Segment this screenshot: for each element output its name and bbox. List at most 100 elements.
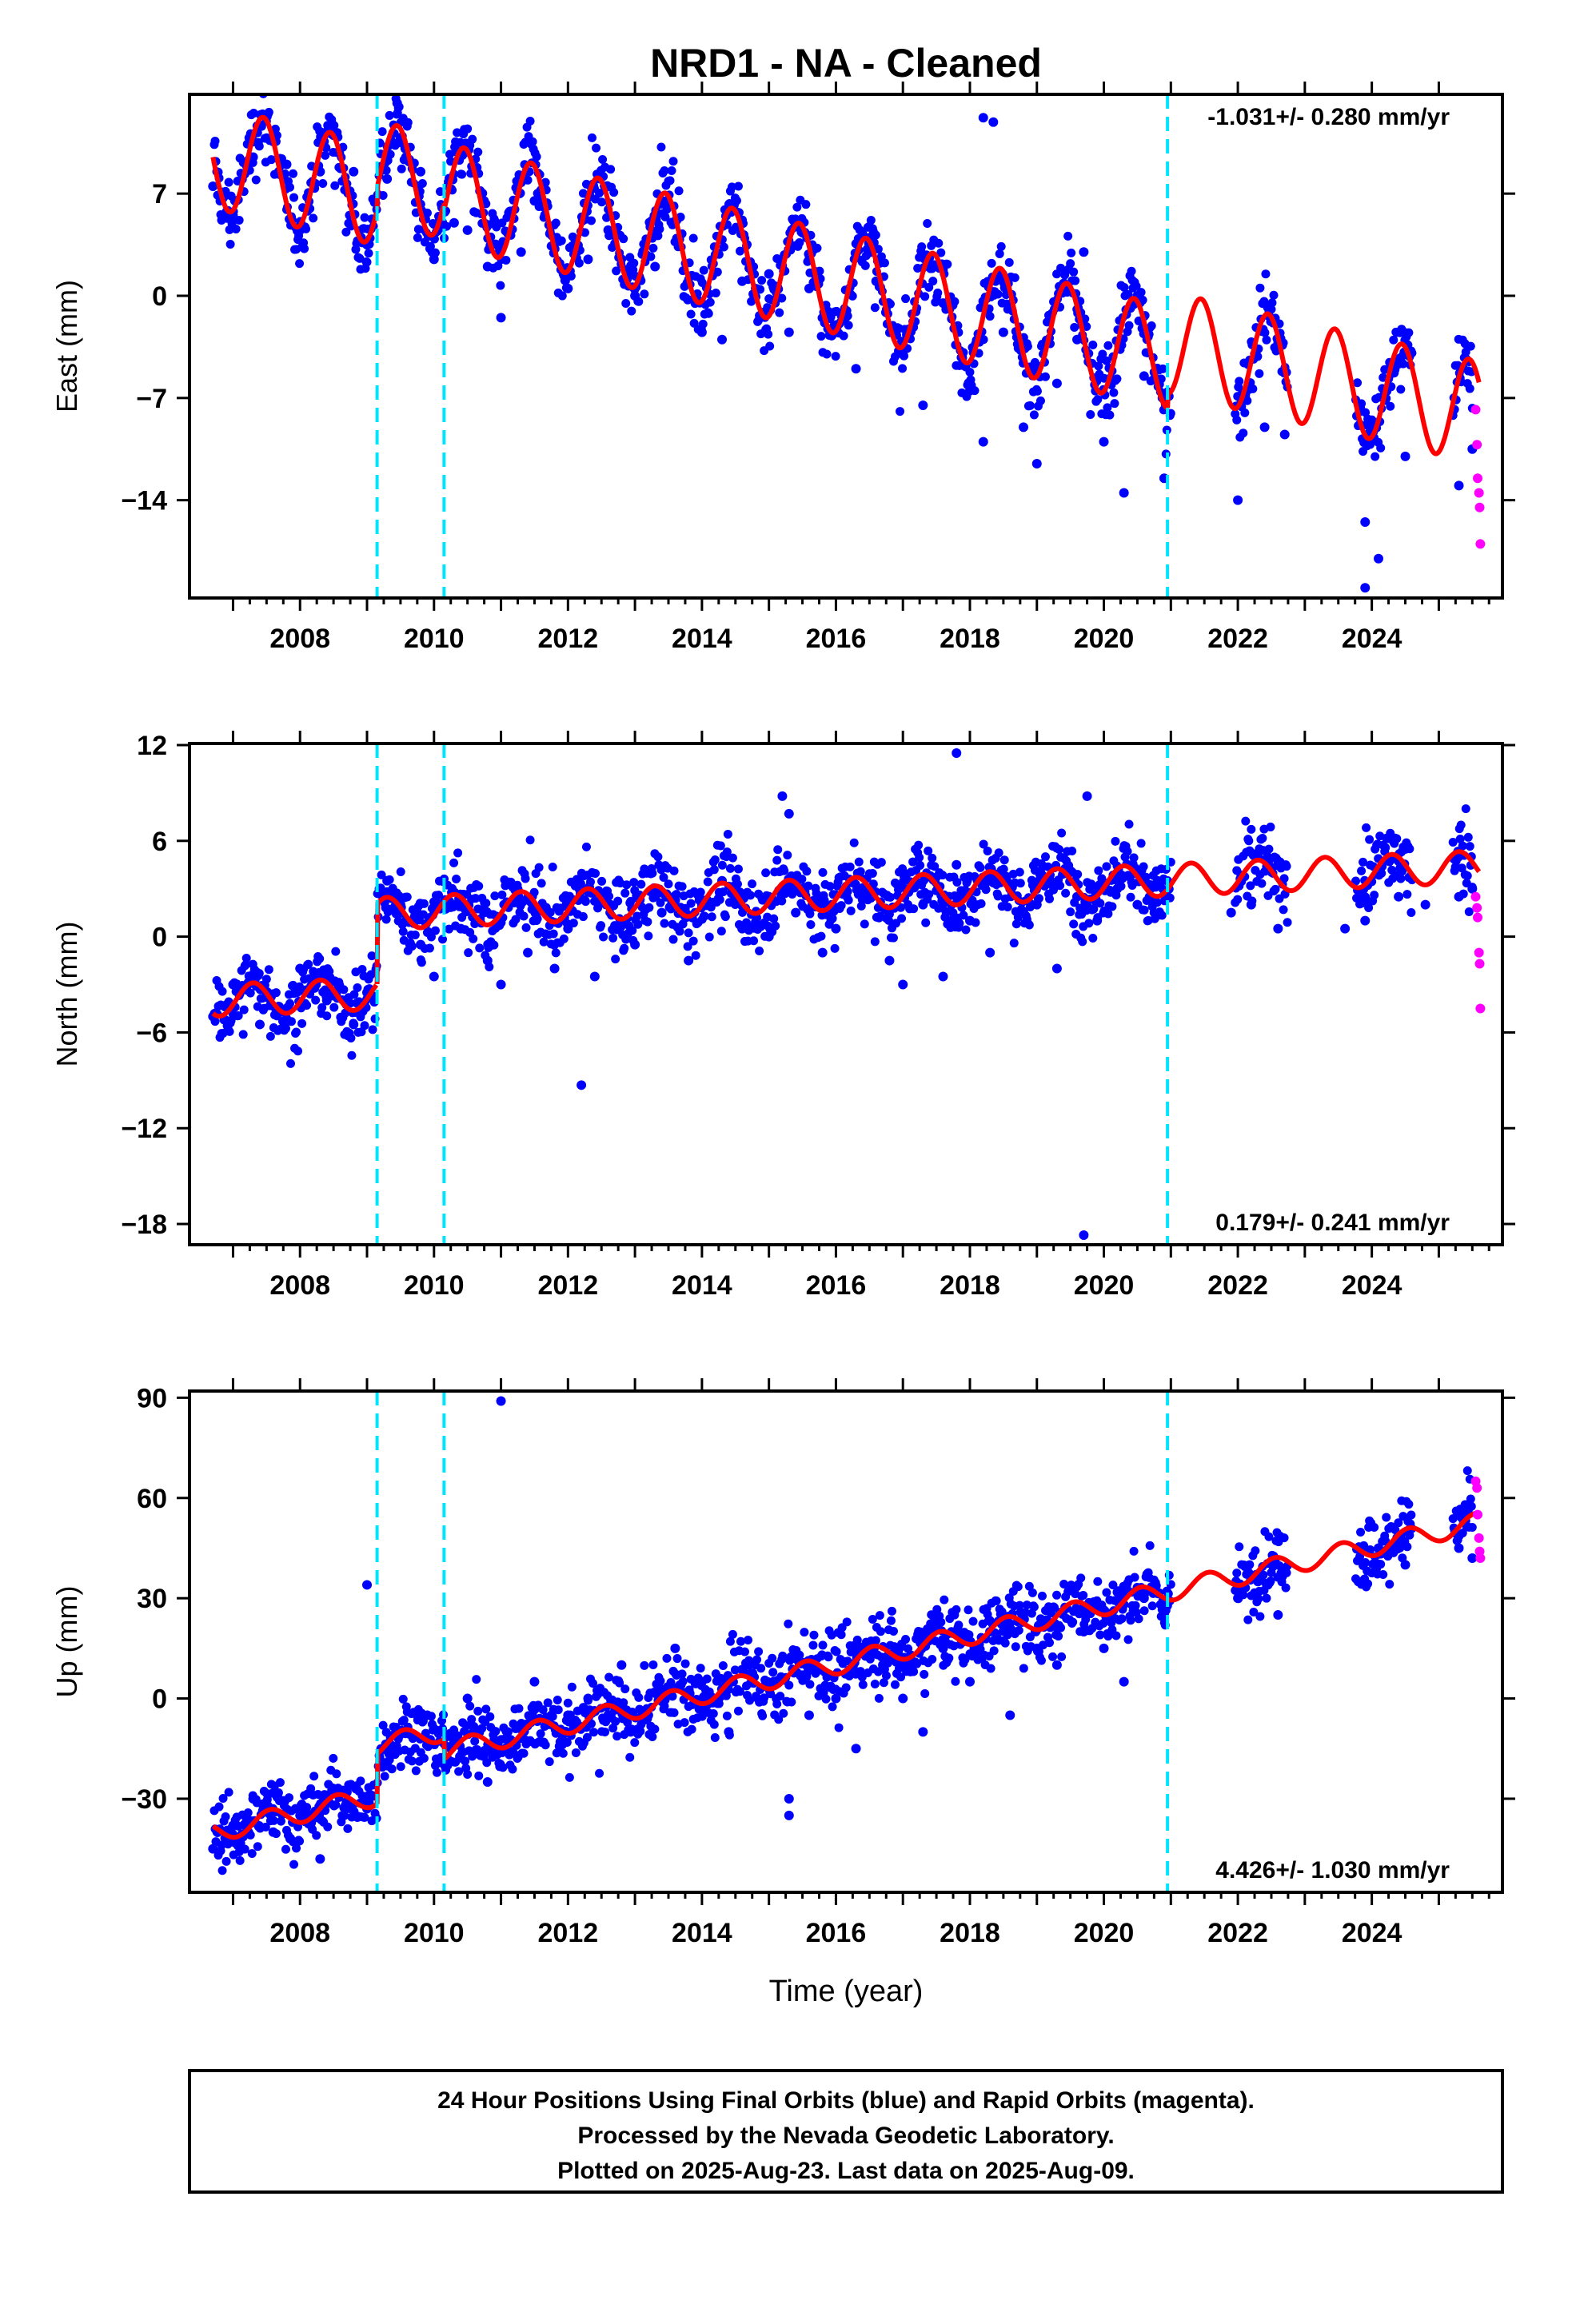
final-orbit-point [462,1693,473,1704]
final-orbit-point [521,874,530,883]
final-orbit-point [1370,891,1379,900]
final-orbit-point [737,276,748,286]
final-orbit-point [954,1620,964,1630]
final-orbit-point [938,1643,948,1653]
final-orbit-point [870,1679,880,1688]
final-orbit-point [604,891,614,901]
final-orbit-point [718,887,728,897]
final-orbit-point [563,1710,573,1720]
final-orbit-point [1019,422,1029,433]
x-tick-label: 2010 [404,1918,465,1948]
x-tick-label: 2022 [1207,1270,1268,1301]
final-orbit-point [643,917,652,927]
x-tick-label: 2014 [672,1918,732,1948]
final-orbit-point [1233,495,1243,505]
final-orbit-point [364,249,373,258]
final-orbit-point [650,1724,660,1734]
final-orbit-point [669,1708,679,1717]
final-orbit-point [529,196,540,206]
final-orbit-point [849,838,859,847]
final-orbit-point [309,213,318,223]
final-orbit-point [482,955,493,966]
final-orbit-point [1130,1573,1139,1582]
final-orbit-point [621,299,631,309]
final-orbit-point [422,1710,433,1720]
final-orbit-point [716,841,725,851]
final-orbit-point [668,157,678,166]
final-orbit-point [920,1688,930,1698]
final-orbit-point [804,283,814,293]
final-orbit-point [1266,1577,1275,1586]
final-orbit-point [831,352,840,361]
final-orbit-point [795,238,804,248]
final-orbit-point [876,1627,885,1636]
rapid-orbit-point [1472,1483,1482,1493]
final-orbit-point [569,919,578,928]
final-orbit-point [482,1777,493,1788]
final-orbit-point [804,881,813,891]
final-orbit-point [1152,875,1163,886]
final-orbit-point [727,182,736,192]
final-orbit-point [1112,883,1123,894]
final-orbit-point [784,327,794,337]
final-orbit-point [442,221,452,231]
final-orbit-point [703,877,712,887]
final-orbit-point [1051,378,1062,389]
final-orbit-point [1095,1630,1105,1640]
final-orbit-point [315,954,325,963]
final-orbit-point [1023,341,1032,351]
final-orbit-point [563,283,573,293]
final-orbit-point [628,926,637,935]
final-orbit-point [792,202,802,212]
rapid-orbit-point [1472,440,1482,450]
final-orbit-point [761,868,771,878]
final-orbit-point [245,1830,255,1840]
north-plot-area [208,747,1486,1241]
final-orbit-point [1004,257,1014,267]
final-orbit-point [407,942,417,951]
final-orbit-point [1282,1568,1291,1577]
final-orbit-point [457,169,467,179]
final-orbit-point [612,1732,622,1741]
final-orbit-point [553,1696,562,1705]
final-orbit-point [687,1724,696,1734]
final-orbit-point [295,259,305,269]
y-tick-label: −12 [121,1114,167,1144]
final-orbit-point [924,846,933,855]
x-tick-label: 2008 [269,1918,330,1948]
final-orbit-point [321,150,330,160]
outlier-point [777,791,788,801]
final-orbit-point [1103,1632,1113,1641]
final-orbit-point [655,224,664,233]
final-orbit-point [523,947,533,958]
final-orbit-point [1040,372,1050,381]
x-tick-label: 2014 [672,1270,732,1301]
final-orbit-point [1462,1466,1472,1476]
final-orbit-point [1067,248,1076,257]
final-orbit-point [1079,1626,1089,1636]
final-orbit-point [1139,862,1148,871]
final-orbit-point [248,1793,258,1804]
final-orbit-point [1264,844,1274,854]
final-orbit-point [225,1026,234,1036]
final-orbit-point [224,1788,233,1797]
final-orbit-point [1376,443,1386,452]
final-orbit-point [812,243,822,253]
final-orbit-point [1073,870,1083,879]
final-orbit-point [221,1856,231,1866]
final-orbit-point [208,1844,218,1854]
final-orbit-point [429,254,439,265]
final-orbit-point [541,177,550,187]
x-tick-label: 2024 [1342,624,1402,654]
final-orbit-point [705,297,715,307]
final-orbit-point [281,159,292,169]
final-orbit-point [1102,1588,1111,1597]
final-orbit-point [295,963,305,974]
final-orbit-point [722,1711,732,1720]
rapid-orbit-point [1474,488,1484,498]
final-orbit-point [1127,880,1137,890]
final-orbit-point [1010,273,1019,282]
final-orbit-point [1099,1643,1109,1653]
final-orbit-point [470,1736,480,1746]
final-orbit-point [728,853,737,863]
